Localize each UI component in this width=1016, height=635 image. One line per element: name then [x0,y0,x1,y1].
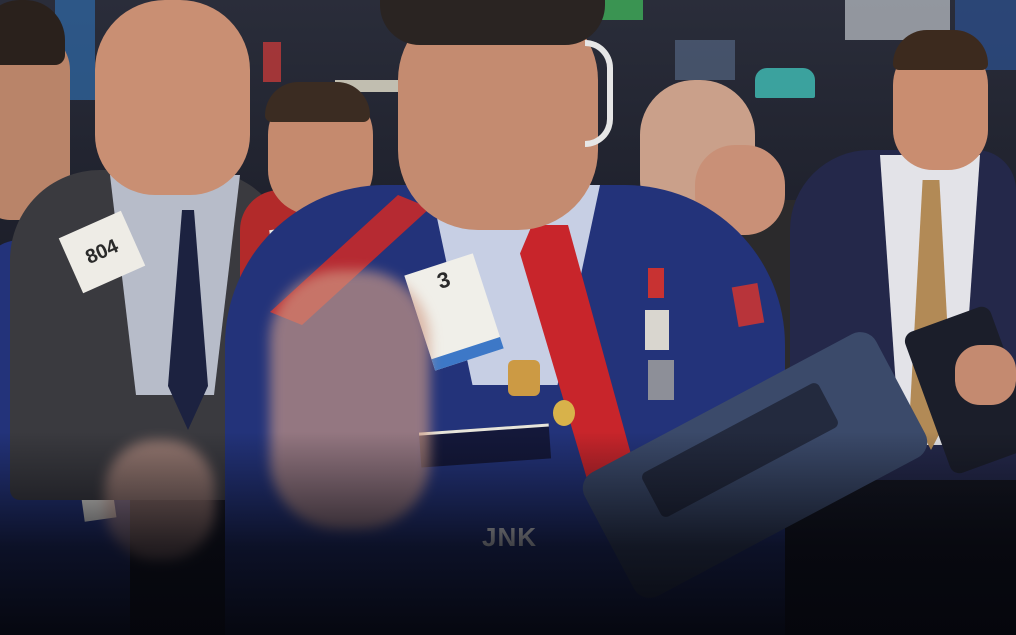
trader-red-hair [265,82,370,122]
jacket-embroidered-name: JNK [482,522,538,552]
trader-left-head [95,0,250,195]
central-trader-hand-blurred [270,270,430,530]
trader-left-badge-number: 804 [82,234,122,269]
pin-badge-1 [508,360,540,396]
headset-icon [585,40,613,147]
trader-far-right-hair [893,30,988,70]
pin-badge-2 [553,400,575,426]
background-monitor-mid [675,40,735,80]
background-screen-teal [755,68,815,98]
pin-badge-3 [648,268,664,298]
central-trader-badge-number: 3 [433,266,454,294]
right-hand [955,345,1016,405]
central-trader-hair [380,0,605,45]
left-trader-hand-blurred [105,440,215,560]
pin-badge-5 [648,360,674,400]
background-light-red [263,42,281,82]
pin-badge-4 [645,310,669,350]
